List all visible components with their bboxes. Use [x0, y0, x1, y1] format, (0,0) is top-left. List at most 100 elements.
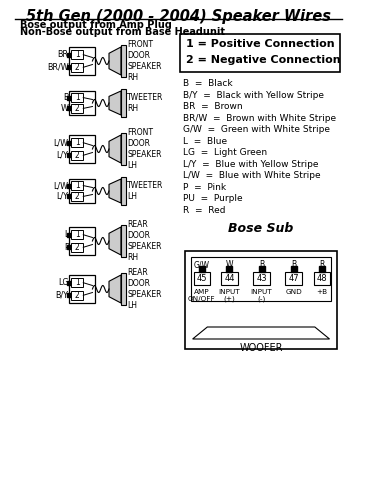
Text: BR/W  =  Brown with White Stripe: BR/W = Brown with White Stripe [183, 113, 336, 122]
Text: 1: 1 [75, 138, 80, 147]
Text: G/W: G/W [194, 260, 210, 269]
Bar [70, 135, 95, 163]
Bar [71, 230, 83, 239]
Bar [71, 63, 83, 72]
Text: L: L [64, 230, 68, 239]
Bar [71, 181, 83, 190]
Text: FRONT
DOOR
SPEAKER
RH: FRONT DOOR SPEAKER RH [127, 40, 162, 82]
Text: G/W  =  Green with White Stripe: G/W = Green with White Stripe [183, 125, 329, 134]
Bar [71, 50, 83, 59]
Text: 2 = Negative Connection: 2 = Negative Connection [186, 55, 341, 65]
Text: 2: 2 [75, 151, 80, 160]
Text: B: B [291, 260, 296, 269]
Text: 47: 47 [288, 274, 299, 283]
Polygon shape [193, 327, 329, 339]
Bar [253, 272, 270, 285]
Text: PU  =  Purple: PU = Purple [183, 194, 242, 203]
Text: 1: 1 [75, 93, 80, 102]
Bar [121, 133, 126, 165]
Text: 1 = Positive Connection: 1 = Positive Connection [186, 39, 335, 49]
Bar [70, 91, 95, 115]
Text: P: P [64, 243, 68, 252]
Bar [70, 227, 95, 255]
Text: 1: 1 [75, 278, 80, 287]
Text: INPUT: INPUT [251, 289, 272, 295]
Text: (+): (+) [224, 296, 235, 302]
Text: L/Y  =  Blue with Yellow Stripe: L/Y = Blue with Yellow Stripe [183, 160, 318, 169]
Bar [71, 192, 83, 201]
Polygon shape [109, 179, 121, 203]
Text: LG: LG [58, 278, 68, 287]
Text: 45: 45 [197, 274, 207, 283]
Text: BR/W: BR/W [47, 63, 68, 72]
Text: 1: 1 [75, 230, 80, 239]
Text: AMP: AMP [194, 289, 210, 295]
Text: Bose output from Amp Plug: Bose output from Amp Plug [20, 20, 172, 30]
Polygon shape [109, 47, 121, 75]
Text: 43: 43 [256, 274, 267, 283]
Text: 2: 2 [75, 104, 80, 113]
Bar [121, 89, 126, 117]
Polygon shape [109, 91, 121, 115]
Text: TWEETER
LH: TWEETER LH [127, 181, 164, 201]
Text: REAR
DOOR
SPEAKER
LH: REAR DOOR SPEAKER LH [127, 268, 162, 310]
Text: Non-Bose output from Base Headunit: Non-Bose output from Base Headunit [20, 27, 225, 37]
Text: Bose Sub: Bose Sub [228, 222, 294, 235]
Bar [185, 251, 337, 349]
Text: ON/OFF: ON/OFF [188, 296, 216, 302]
Text: 2: 2 [75, 291, 80, 300]
Text: L/W: L/W [53, 181, 68, 190]
Bar [191, 257, 331, 301]
Text: L/Y: L/Y [57, 151, 68, 160]
Bar [194, 272, 210, 285]
Text: 44: 44 [224, 274, 235, 283]
Bar [221, 272, 238, 285]
Text: TWEETER
RH: TWEETER RH [127, 93, 164, 113]
Text: LG  =  Light Green: LG = Light Green [183, 148, 267, 157]
Text: W: W [225, 260, 233, 269]
Text: BR: BR [57, 50, 68, 59]
Text: BR  =  Brown: BR = Brown [183, 102, 242, 111]
Text: B/Y: B/Y [56, 291, 68, 300]
Text: B/Y  =  Black with Yellow Stripe: B/Y = Black with Yellow Stripe [183, 90, 324, 99]
Polygon shape [109, 275, 121, 303]
Text: P  =  Pink: P = Pink [183, 183, 225, 192]
Text: GND: GND [285, 289, 302, 295]
Text: W: W [61, 104, 68, 113]
Polygon shape [109, 227, 121, 255]
Text: L  =  Blue: L = Blue [183, 137, 227, 146]
Text: (-): (-) [257, 296, 266, 302]
Text: 1: 1 [75, 50, 80, 59]
Bar [121, 45, 126, 77]
Bar [70, 275, 95, 303]
Text: 1: 1 [75, 181, 80, 190]
Text: INPUT: INPUT [219, 289, 240, 295]
Bar [314, 272, 330, 285]
Bar [180, 34, 340, 72]
Bar [71, 138, 83, 147]
Text: R: R [320, 260, 325, 269]
Bar [71, 291, 83, 300]
Bar [71, 278, 83, 287]
Text: B: B [63, 93, 68, 102]
Bar [70, 47, 95, 75]
Text: B  =  Black: B = Black [183, 79, 232, 88]
Text: 2: 2 [75, 63, 80, 72]
Bar [121, 225, 126, 257]
Bar [121, 177, 126, 205]
Bar [71, 93, 83, 102]
Bar [71, 243, 83, 252]
Bar [121, 273, 126, 305]
Text: REAR
DOOR
SPEAKER
RH: REAR DOOR SPEAKER RH [127, 220, 162, 262]
Bar [285, 272, 302, 285]
Text: 48: 48 [317, 274, 328, 283]
Text: 2: 2 [75, 192, 80, 201]
Text: 2: 2 [75, 243, 80, 252]
Bar [71, 104, 83, 113]
Text: L/W: L/W [53, 138, 68, 147]
Text: FRONT
DOOR
SPEAKER
LH: FRONT DOOR SPEAKER LH [127, 128, 162, 170]
Text: +B: +B [317, 289, 328, 295]
Bar [71, 151, 83, 160]
Text: R  =  Red: R = Red [183, 206, 225, 215]
Text: WOOFER: WOOFER [239, 343, 283, 353]
